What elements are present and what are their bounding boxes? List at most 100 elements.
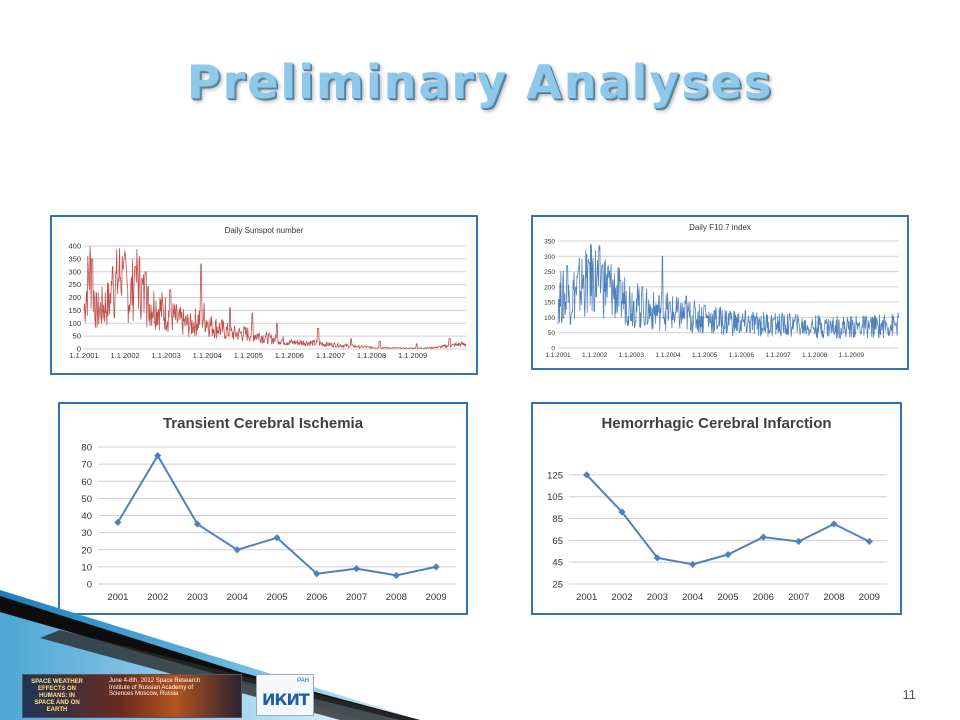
hci-y-tick-label: 65 (552, 536, 563, 547)
hci-y-tick-label: 105 (547, 492, 563, 503)
hci-chart: Hemorrhagic Cerebral Infarction 25 45 65 85 1… (547, 415, 887, 603)
sunspot-y-tick-label: 150 (68, 306, 81, 315)
tci-data-point (392, 571, 400, 580)
hci-chart-title: Hemorrhagic Cerebral Infarction (601, 415, 831, 432)
hci-data-point (865, 537, 873, 546)
f107-x-tick-label: 1.1.2002 (582, 352, 608, 359)
hci-y-tick-label: 25 (552, 580, 563, 591)
sunspot-y-tick-label: 50 (73, 332, 81, 341)
f107-chart-title: Daily F10.7 index (689, 223, 751, 232)
tci-y-tick-label: 80 (81, 443, 92, 454)
tci-x-tick-label: 2002 (147, 592, 168, 603)
tci-y-tick-label: 50 (81, 494, 92, 505)
hci-x-tick-label: 2007 (788, 592, 809, 603)
hci-x-tick-label: 2006 (753, 592, 774, 603)
f107-y-tick-label: 250 (544, 269, 555, 276)
sunspot-x-tick-label: 1.1.2004 (193, 351, 222, 360)
sunspot-chart: Daily Sunspot number 0 50 100 150 200 250 300 35… (68, 226, 467, 360)
tci-x-tick-label: 2001 (107, 592, 128, 603)
sunspot-chart-title: Daily Sunspot number (225, 226, 304, 235)
sunspot-x-tick-label: 1.1.2005 (234, 351, 263, 360)
f107-y-tick-label: 200 (544, 284, 555, 291)
sunspot-chart-panel: Daily Sunspot number 0 50 100 150 200 250 300 35… (50, 215, 478, 375)
hci-x-tick-label: 2001 (576, 592, 597, 603)
tci-x-tick-label: 2003 (187, 592, 208, 603)
hci-chart-panel: Hemorrhagic Cerebral Infarction 25 45 65 85 1… (531, 402, 902, 615)
f107-x-tick-label: 1.1.2004 (655, 352, 681, 359)
tci-x-tick-label: 2004 (227, 592, 248, 603)
banner-conference-details: June 4-8th, 2012 Space Research Institut… (109, 678, 201, 697)
sunspot-series-line (83, 245, 467, 350)
sunspot-y-tick-label: 250 (68, 280, 81, 289)
hci-y-tick-label: 45 (552, 558, 563, 569)
sunspot-x-tick-label: 1.1.2008 (357, 351, 386, 360)
sunspot-y-tick-label: 200 (68, 293, 81, 302)
hci-x-tick-label: 2003 (647, 592, 668, 603)
f107-chart: Daily F10.7 index 0 50 100 150 200 250 300 350 1.… (544, 223, 900, 359)
f107-chart-panel: Daily F10.7 index 0 50 100 150 200 250 300 350 1.… (531, 215, 909, 370)
hci-data-point (724, 550, 732, 559)
sunspot-y-tick-label: 100 (68, 319, 81, 328)
banner-conference-name: SPACE WEATHER EFFECTS ON HUMANS: IN SPAC… (31, 679, 83, 713)
tci-x-tick-label: 2009 (426, 592, 447, 603)
hci-x-tick-label: 2009 (859, 592, 880, 603)
sunspot-y-tick-label: 400 (68, 242, 81, 251)
hci-data-point (759, 533, 767, 541)
slide-title: Preliminary Analyses (186, 55, 774, 109)
tci-chart-panel: Transient Cerebral Ischemia 0 10 20 30 40 50 60… (58, 402, 468, 615)
f107-y-tick-label: 350 (544, 239, 555, 246)
f107-x-tick-label: 1.1.2009 (839, 352, 865, 359)
hci-x-tick-label: 2002 (611, 592, 632, 603)
page-number: 11 (902, 687, 917, 702)
sunspot-x-tick-label: 1.1.2001 (69, 351, 98, 360)
sunspot-x-tick-label: 1.1.2006 (275, 351, 304, 360)
tci-data-point (233, 546, 241, 554)
hci-y-tick-label: 85 (552, 514, 563, 525)
f107-x-tick-label: 1.1.2007 (765, 352, 791, 359)
institute-logo: РАН ИКИТ (256, 674, 314, 716)
sunspot-x-tick-label: 1.1.2007 (316, 351, 345, 360)
tci-data-point (432, 563, 440, 571)
tci-data-point (273, 534, 281, 542)
institute-logo-text: ИКИТ (262, 690, 310, 709)
tci-chart: Transient Cerebral Ischemia 0 10 20 30 40 50 60… (81, 415, 456, 603)
tci-y-tick-label: 20 (81, 545, 92, 556)
f107-x-tick-label: 1.1.2005 (692, 352, 718, 359)
tci-y-tick-label: 30 (81, 528, 92, 539)
hci-data-point (795, 537, 803, 546)
f107-y-tick-label: 300 (544, 254, 555, 261)
f107-y-tick-label: 50 (548, 330, 556, 337)
hci-x-tick-label: 2004 (682, 592, 703, 603)
tci-y-tick-label: 10 (81, 562, 92, 573)
f107-x-tick-label: 1.1.2003 (619, 352, 645, 359)
f107-y-tick-label: 150 (544, 300, 555, 307)
tci-data-point (352, 564, 361, 573)
tci-y-tick-label: 70 (81, 460, 92, 471)
sunspot-y-tick-label: 0 (77, 345, 81, 354)
conference-banner: SPACE WEATHER EFFECTS ON HUMANS: IN SPAC… (22, 674, 242, 718)
hci-y-tick-label: 125 (547, 470, 563, 481)
tci-y-tick-label: 0 (87, 580, 92, 591)
sunspot-x-tick-label: 1.1.2003 (152, 351, 181, 360)
f107-x-tick-label: 1.1.2006 (729, 352, 755, 359)
sunspot-x-tick-label: 1.1.2009 (398, 351, 427, 360)
f107-x-tick-label: 1.1.2001 (545, 352, 571, 359)
institute-logo-subtext: РАН (297, 678, 309, 684)
tci-x-tick-label: 2007 (346, 592, 367, 603)
tci-y-tick-label: 40 (81, 511, 92, 522)
tci-y-tick-label: 60 (81, 477, 92, 488)
tci-data-point (193, 520, 202, 528)
tci-x-tick-label: 2005 (266, 592, 287, 603)
hci-x-tick-label: 2005 (717, 592, 738, 603)
tci-chart-title: Transient Cerebral Ischemia (163, 415, 364, 432)
sunspot-y-tick-label: 350 (68, 254, 81, 263)
f107-series-line (557, 243, 900, 339)
f107-y-tick-label: 100 (544, 315, 555, 322)
tci-data-point (154, 451, 162, 460)
hci-x-tick-label: 2008 (823, 592, 844, 603)
f107-y-tick-label: 0 (551, 346, 555, 353)
tci-x-tick-label: 2006 (306, 592, 327, 603)
sunspot-y-tick-label: 300 (68, 267, 81, 276)
sunspot-x-tick-label: 1.1.2002 (110, 351, 139, 360)
f107-x-tick-label: 1.1.2008 (802, 352, 828, 359)
